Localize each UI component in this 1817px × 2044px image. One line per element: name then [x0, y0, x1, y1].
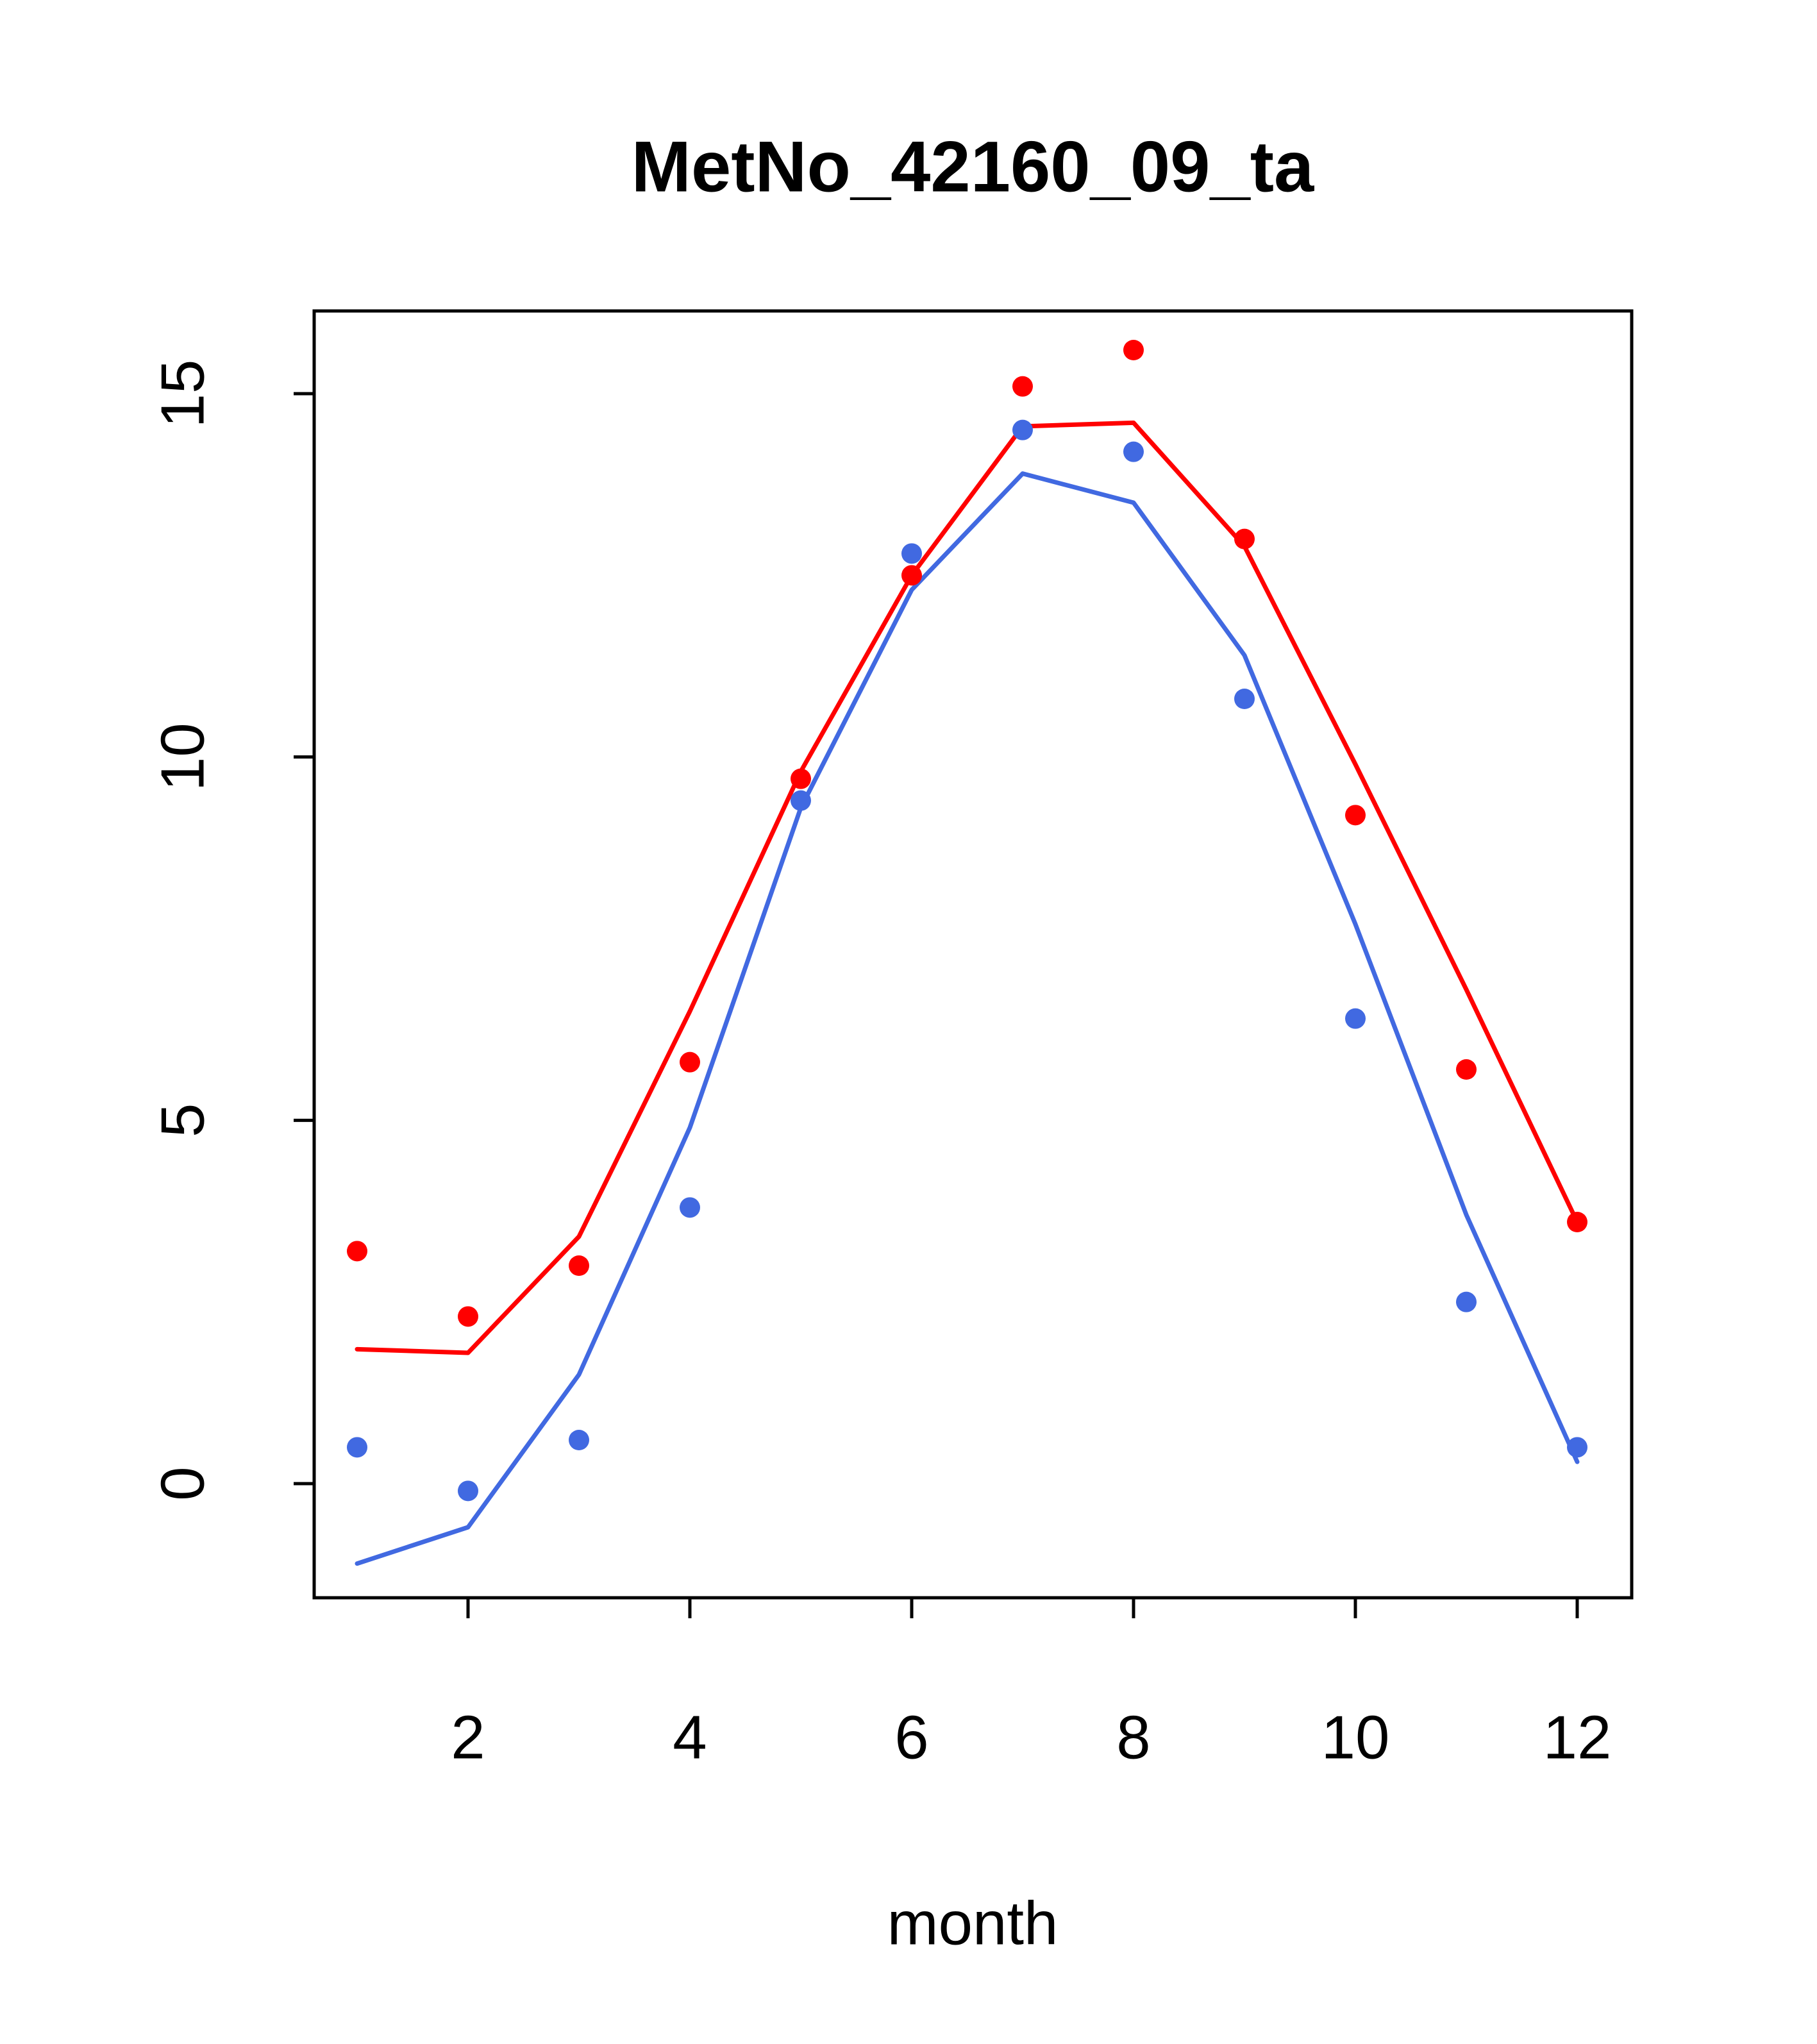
red-line — [355, 420, 1580, 1355]
x-tick-label: 6 — [894, 1704, 928, 1772]
red-points-point — [1012, 376, 1033, 397]
series-red-points — [347, 340, 1587, 1327]
red-points-point — [347, 1241, 367, 1262]
red-points-point — [1234, 528, 1255, 549]
blue-points-point — [1345, 1008, 1366, 1029]
y-tick-label: 15 — [149, 360, 217, 428]
plot-area: 2 4 6 8 10 12 0 5 10 15 — [149, 309, 1634, 1772]
chart-title: MetNo_42160_09_ta — [632, 127, 1314, 207]
red-points-point — [458, 1306, 478, 1327]
red-points-point — [1123, 340, 1144, 360]
blue-points-point — [680, 1197, 700, 1218]
x-tick-label: 8 — [1116, 1704, 1150, 1772]
blue-points-point — [791, 790, 811, 811]
y-tick-label: 0 — [149, 1466, 217, 1500]
red-points-point — [901, 565, 922, 586]
blue-points-point — [1012, 419, 1033, 440]
x-tick-label: 10 — [1321, 1704, 1390, 1772]
blue-line — [355, 471, 1580, 1566]
blue-points-point — [901, 543, 922, 564]
x-tick-label: 4 — [673, 1704, 707, 1772]
y-tick-label: 5 — [149, 1103, 217, 1137]
series-red-line — [355, 420, 1580, 1355]
blue-points-point — [569, 1430, 589, 1450]
x-axis-label: month — [887, 1889, 1059, 1958]
red-points-point — [791, 768, 811, 789]
blue-points-point — [1456, 1291, 1477, 1312]
red-points-point — [680, 1051, 700, 1073]
red-points-point — [569, 1255, 589, 1276]
series-blue-points — [347, 419, 1587, 1502]
x-tick-label: 12 — [1543, 1704, 1612, 1772]
x-tick-label: 2 — [451, 1704, 485, 1772]
red-points-point — [1567, 1212, 1587, 1232]
red-points-point — [1456, 1059, 1477, 1080]
series-blue-line — [355, 471, 1580, 1566]
blue-points-point — [1234, 689, 1255, 709]
blue-points-point — [1567, 1437, 1587, 1458]
plot-border — [312, 309, 1634, 1600]
blue-points-point — [1123, 441, 1144, 462]
blue-points-point — [458, 1480, 478, 1502]
blue-points-point — [347, 1437, 367, 1458]
y-tick-label: 10 — [149, 723, 217, 791]
red-points-point — [1345, 805, 1366, 826]
